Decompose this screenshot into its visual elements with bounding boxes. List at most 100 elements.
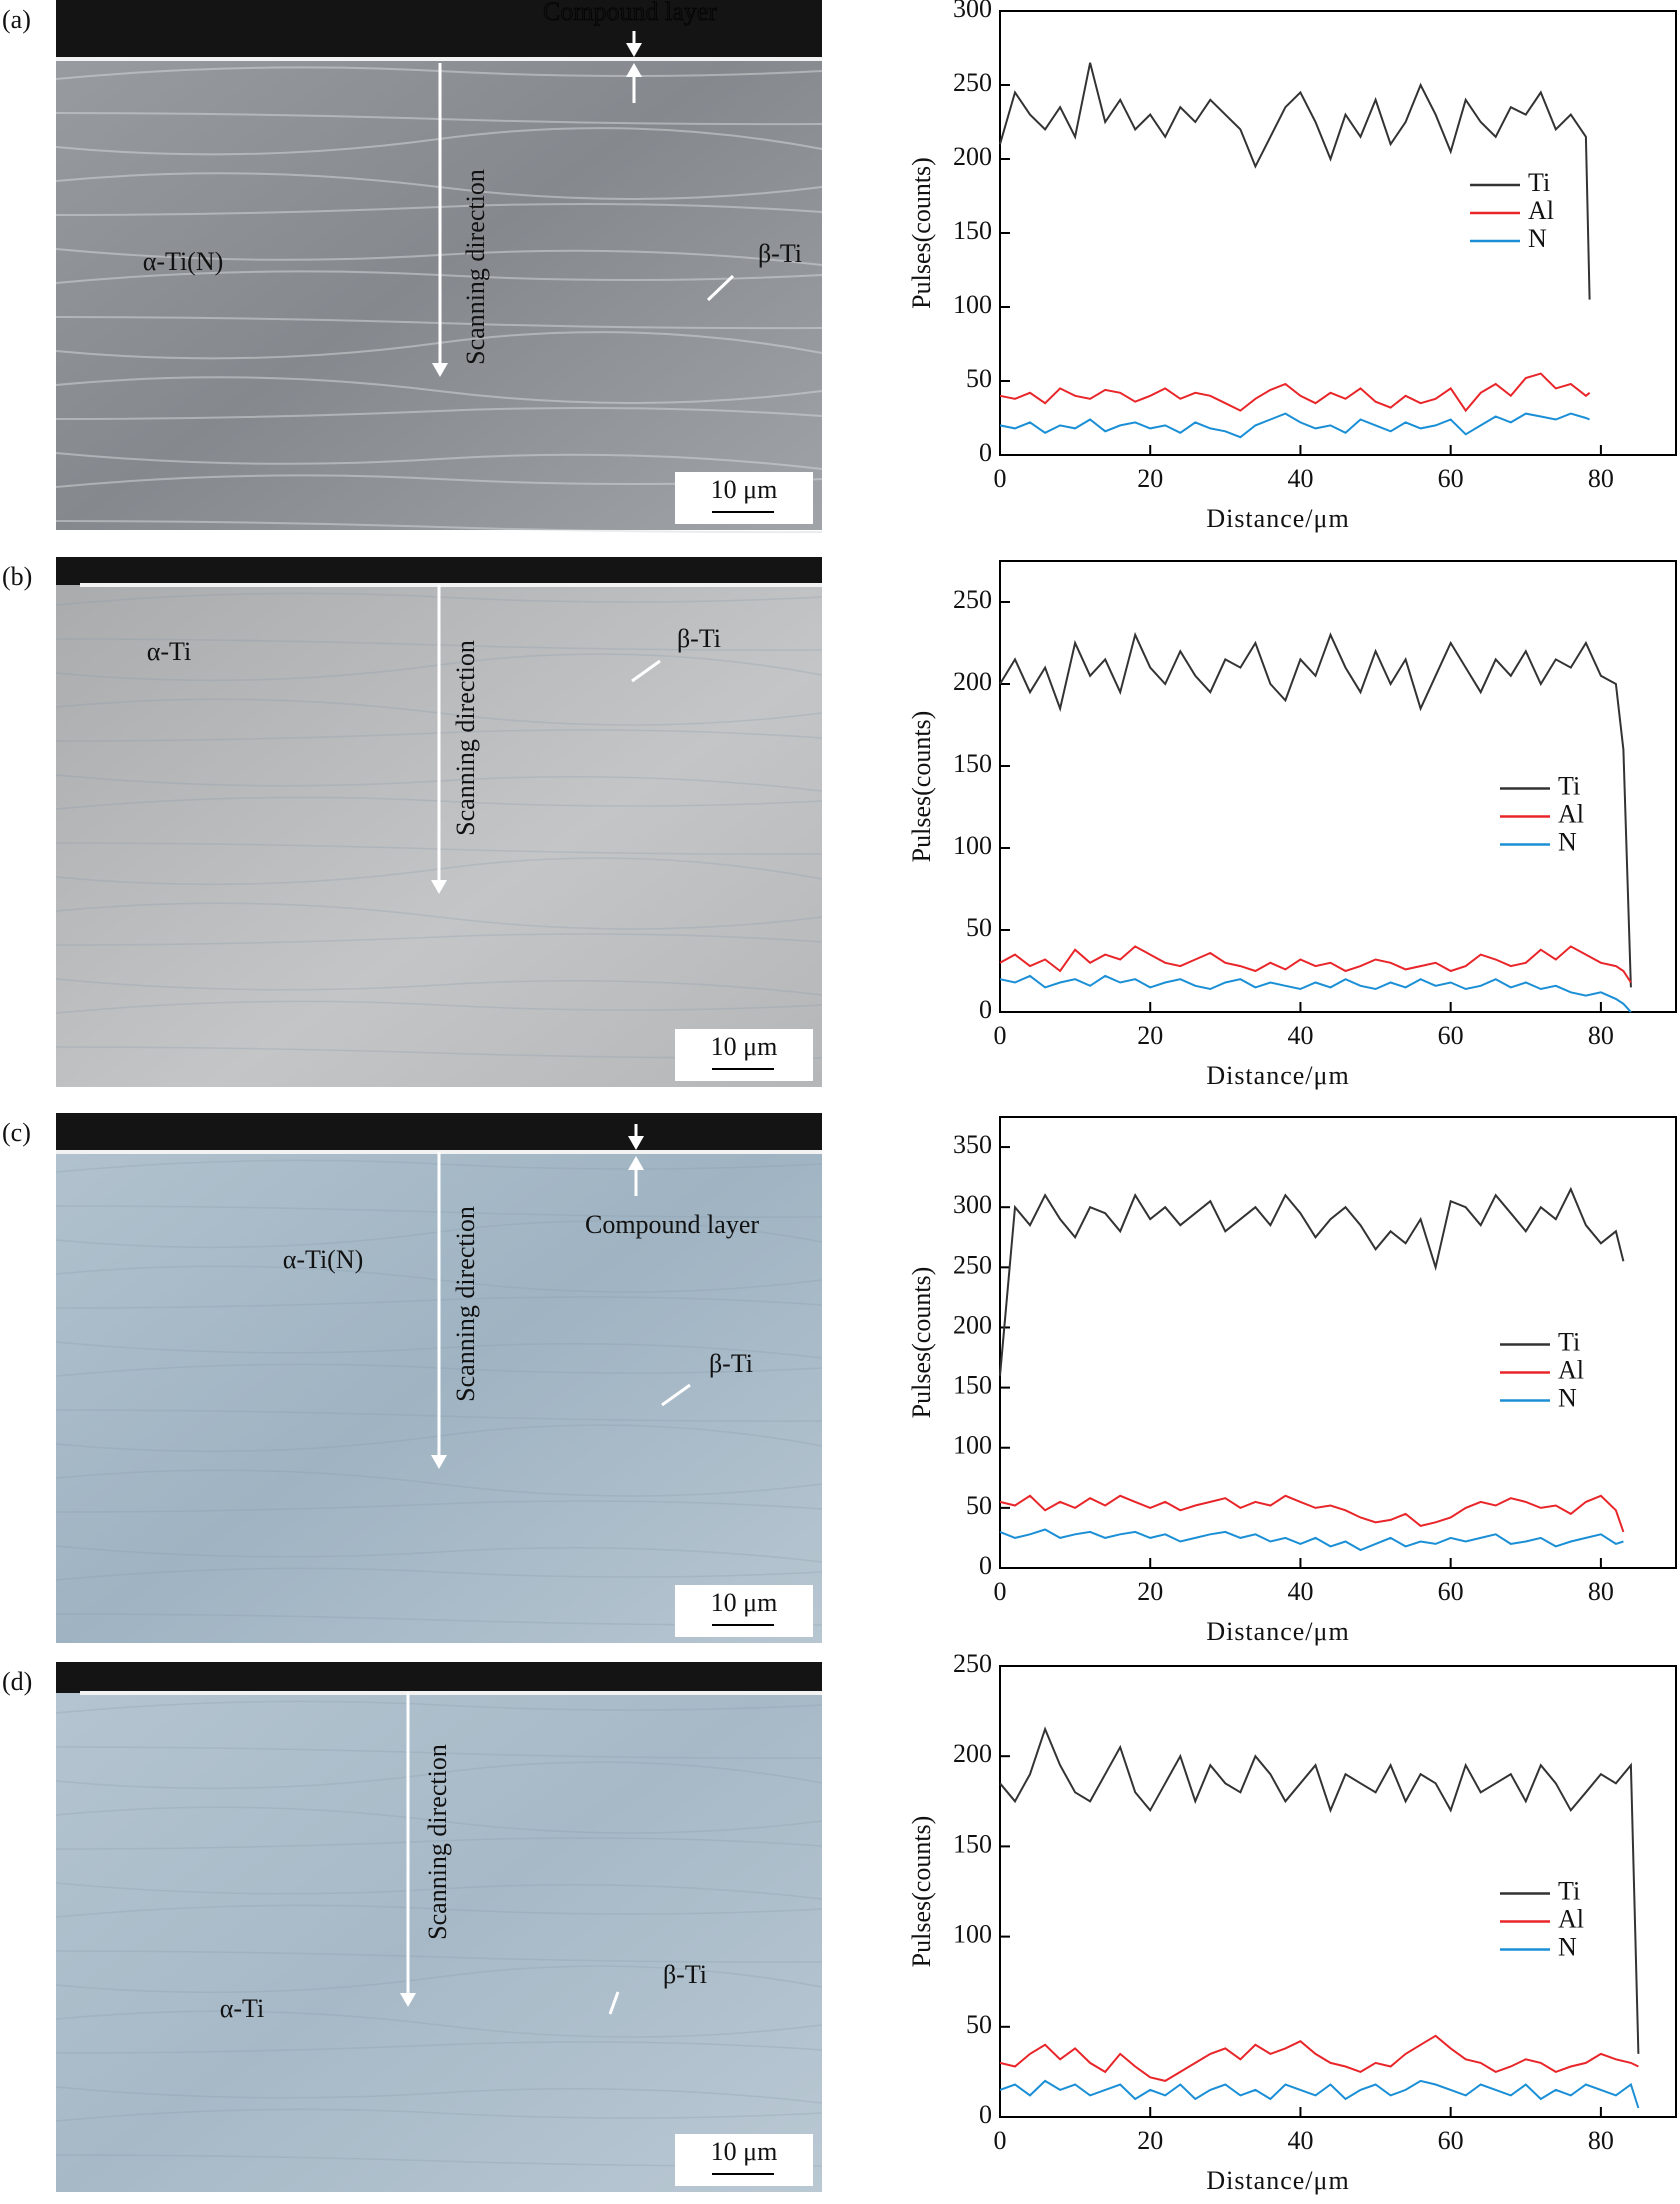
texture	[55, 1567, 823, 1581]
x-tick-label: 40	[1287, 2126, 1313, 2155]
series-line	[999, 2034, 1639, 2082]
x-tick-label: 80	[1588, 464, 1614, 493]
panel-label: (c)	[2, 1118, 31, 1147]
series-line	[999, 372, 1591, 413]
micrograph-label: α-Ti	[147, 637, 191, 666]
y-tick-label: 300	[953, 1190, 992, 1219]
y-axis-label: Pulses(counts)	[907, 1267, 936, 1419]
texture	[55, 406, 823, 420]
legend-label: N	[1558, 827, 1577, 856]
y-axis-label: Pulses(counts)	[907, 711, 936, 863]
series-line	[999, 62, 1591, 300]
y-tick-label: 200	[953, 142, 992, 171]
y-tick-label: 250	[953, 1649, 992, 1678]
scale-bar-box	[675, 1585, 813, 1637]
y-tick-label: 100	[953, 1431, 992, 1460]
y-axis-label: Pulses(counts)	[907, 1816, 936, 1968]
arrow-head	[626, 43, 642, 57]
x-tick-label: 80	[1588, 2126, 1614, 2155]
texture	[55, 1469, 823, 1497]
x-tick-label: 40	[1287, 1577, 1313, 1606]
texture	[55, 1761, 823, 1790]
beta-arrow	[608, 1991, 620, 2015]
plot-frame	[999, 1665, 1677, 2118]
series-line	[999, 2079, 1640, 2109]
micrograph-label: Scanning direction	[451, 640, 480, 836]
legend-label: Ti	[1558, 1327, 1580, 1356]
texture	[55, 1904, 823, 1918]
texture	[55, 902, 823, 930]
top-band	[56, 0, 822, 59]
micrograph	[56, 1662, 822, 2192]
x-tick-label: 60	[1438, 464, 1464, 493]
y-tick-label: 250	[953, 68, 992, 97]
scale-bar-label: 10 μm	[711, 2137, 778, 2166]
y-tick-label: 0	[979, 2100, 992, 2129]
legend-label: Al	[1528, 196, 1554, 225]
micrograph-label: α-Ti(N)	[283, 1245, 364, 1274]
y-tick-label: 100	[953, 1920, 992, 1949]
legend-label: Al	[1558, 1355, 1584, 1384]
x-tick-label: 0	[994, 2126, 1007, 2155]
x-tick-label: 20	[1137, 1577, 1163, 1606]
y-tick-label: 300	[953, 0, 992, 23]
texture	[55, 452, 823, 470]
y-tick-label: 50	[966, 364, 992, 393]
plot-frame	[999, 560, 1677, 1013]
series-line	[999, 1528, 1624, 1552]
legend-label: Ti	[1558, 1876, 1580, 1905]
x-tick-label: 40	[1287, 1021, 1313, 1050]
micrograph-panel: (b) Scanning direction α-Ti β-Ti 10 μm	[2, 557, 823, 1087]
arrow-head	[626, 63, 642, 77]
legend-label: Ti	[1558, 771, 1580, 800]
micrograph-label: β-Ti	[709, 1349, 753, 1378]
texture	[55, 978, 823, 996]
x-tick-label: 60	[1438, 2126, 1464, 2155]
x-tick-label: 0	[994, 1021, 1007, 1050]
y-axis-label: Pulses(counts)	[907, 157, 936, 309]
legend-label: Ti	[1528, 168, 1550, 197]
texture	[55, 2041, 823, 2054]
legend-label: N	[1528, 224, 1547, 253]
micrograph-label: Compound layer	[585, 1210, 759, 1239]
scale-bar-box	[675, 2134, 813, 2186]
y-tick-label: 200	[953, 1739, 992, 1768]
series-line	[999, 631, 1632, 988]
y-tick-label: 150	[953, 1829, 992, 1858]
beta-arrow	[631, 659, 661, 683]
x-tick-label: 80	[1588, 1577, 1614, 1606]
scale-bar-label: 10 μm	[711, 1588, 778, 1617]
y-tick-label: 50	[966, 2010, 992, 2039]
series-line	[999, 945, 1632, 984]
chart-panel: 0 50 100 150 200 250 300 350 0 20 40 60 80 Distance/μ…	[907, 1116, 1677, 1646]
panel-label: (a)	[2, 5, 31, 34]
texture	[55, 2086, 823, 2104]
scale-bar-box	[675, 472, 813, 524]
legend-label: Al	[1558, 1904, 1584, 1933]
top-band	[56, 557, 822, 585]
y-tick-label: 0	[979, 995, 992, 1024]
y-tick-label: 0	[979, 438, 992, 467]
x-tick-label: 0	[994, 1577, 1007, 1606]
legend-label: Al	[1558, 799, 1584, 828]
micrograph-label: α-Ti	[220, 1994, 264, 2023]
micrograph-label: β-Ti	[677, 624, 721, 653]
x-tick-label: 40	[1287, 464, 1313, 493]
y-tick-label: 0	[979, 1551, 992, 1580]
series-line	[999, 974, 1632, 1013]
x-tick-label: 20	[1137, 464, 1163, 493]
texture	[55, 1806, 823, 1834]
y-tick-label: 200	[953, 1310, 992, 1339]
chart-panel: 0 50 100 150 200 250 0 20 40 60 80 Distance/μm Pulse…	[907, 1649, 1677, 2195]
y-tick-label: 100	[953, 831, 992, 860]
arrow-head	[432, 363, 448, 377]
plot-frame	[999, 10, 1677, 456]
texture	[55, 520, 823, 534]
x-tick-label: 20	[1137, 2126, 1163, 2155]
legend-label: N	[1558, 1932, 1577, 1961]
micrograph-label: β-Ti	[663, 1960, 707, 1989]
x-tick-label: 60	[1438, 1021, 1464, 1050]
y-tick-label: 250	[953, 1250, 992, 1279]
micrograph-panel: (d) Scanning direction α-Ti β-Ti 10 μm	[2, 1662, 823, 2192]
